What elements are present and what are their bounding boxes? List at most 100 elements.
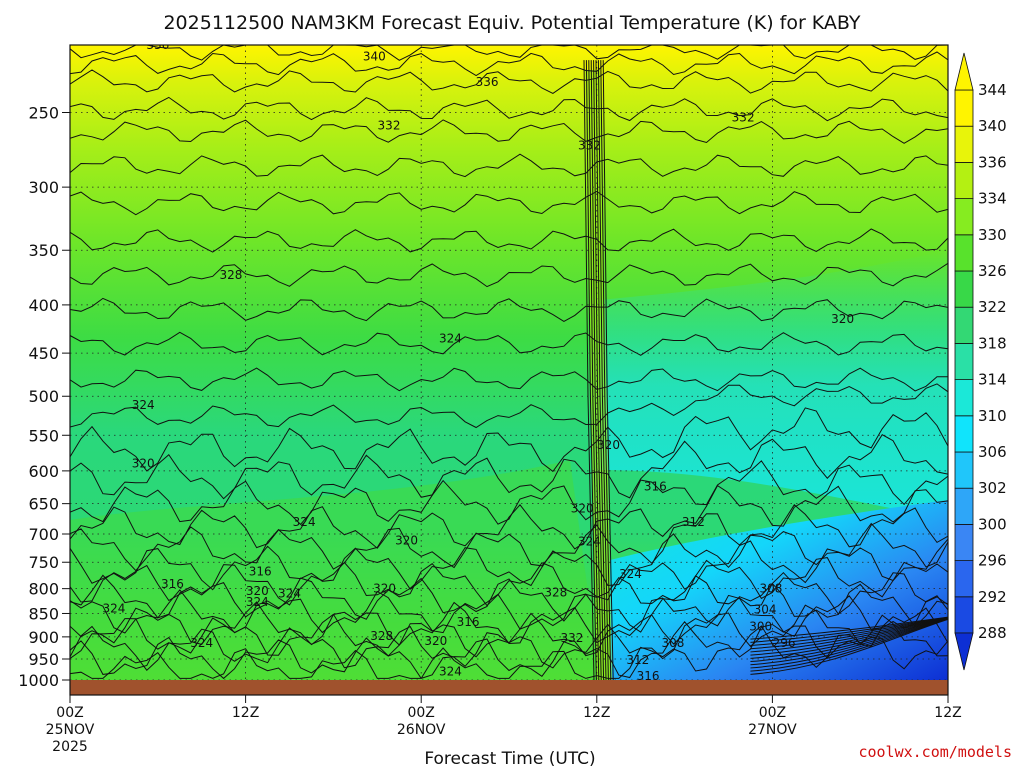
y-tick-label: 450 xyxy=(28,344,59,363)
y-tick-label: 950 xyxy=(28,650,59,669)
contour-label-text: 320 xyxy=(571,502,594,516)
contour-line xyxy=(70,367,948,392)
contour-label-text: 332 xyxy=(732,110,755,124)
colorbar-extend-high xyxy=(954,52,974,91)
contour-label: 324 xyxy=(578,535,601,549)
contour-line-cold xyxy=(750,618,948,666)
contour-line-cold xyxy=(750,617,948,650)
plot-frame xyxy=(69,44,949,696)
contour-label: 332 xyxy=(732,110,755,124)
colorbar-tick-label: 344 xyxy=(978,81,1007,99)
contour-label: 324 xyxy=(293,515,316,529)
contour-label: 320 xyxy=(424,634,447,648)
contour-line-front xyxy=(590,60,602,681)
contour-label: 320 xyxy=(132,456,155,470)
contour-label: 316 xyxy=(457,615,480,629)
contour-label: 328 xyxy=(220,268,243,282)
colorbar-extend-low xyxy=(954,632,974,671)
contour-label: 336 xyxy=(146,45,169,52)
y-tick-label: 250 xyxy=(28,103,59,122)
contour-line xyxy=(70,434,948,500)
credit-text: coolwx.com/models xyxy=(858,743,1012,761)
field-region-mid-cool xyxy=(600,250,948,520)
grid-lines xyxy=(70,45,948,681)
contour-line xyxy=(70,51,948,77)
contour-label-text: 316 xyxy=(637,669,660,683)
contour-label: 332 xyxy=(560,631,583,645)
contour-label-text: 324 xyxy=(439,664,462,678)
contour-label-text: 324 xyxy=(246,595,269,609)
contour-label: 332 xyxy=(378,118,401,132)
x-tick-label: 27NOV xyxy=(748,722,797,738)
contour-label: 304 xyxy=(754,603,777,617)
colorbar-tick-label: 306 xyxy=(978,443,1007,461)
x-tick-label: 12Z xyxy=(232,705,259,721)
contour-label-text: 324 xyxy=(293,515,316,529)
contour-label-text: 324 xyxy=(132,398,155,412)
contour-label-text: 320 xyxy=(246,584,269,598)
y-tick-label: 400 xyxy=(28,296,59,315)
contour-label-text: 308 xyxy=(661,636,684,650)
colorbar-tick-label: 310 xyxy=(978,407,1007,425)
colorbar-tick-label: 340 xyxy=(978,117,1007,135)
contour-label-text: 320 xyxy=(373,582,396,596)
contour-line xyxy=(70,582,948,646)
contour-line-front xyxy=(593,60,605,681)
contour-line xyxy=(70,604,948,671)
colorbar-tick-label: 292 xyxy=(978,588,1007,606)
contour-label-text: 316 xyxy=(644,479,667,493)
contour-label: 332 xyxy=(578,139,601,153)
contour-line xyxy=(70,297,948,322)
contour-label: 296 xyxy=(773,636,796,650)
colorbar-tick-label: 336 xyxy=(978,153,1007,171)
contour-label: 320 xyxy=(395,533,418,547)
contour-line-cold xyxy=(750,618,948,663)
contour-label: 320 xyxy=(597,438,620,452)
contour-line xyxy=(70,614,948,680)
contour-line-cold xyxy=(750,617,948,659)
contour-line-cold xyxy=(750,616,948,643)
x-axis-label: Forecast Time (UTC) xyxy=(424,749,595,768)
x-tick-label: 26NOV xyxy=(397,722,446,738)
plot-area: 3363403363323323323283243203243203203163… xyxy=(70,45,948,695)
y-tick-label: 800 xyxy=(28,580,59,599)
field-region-cold-low-levels xyxy=(610,500,948,680)
x-tick-label: 00Z xyxy=(56,705,83,721)
y-tick-label: 700 xyxy=(28,525,59,544)
colorbar-tick-label: 326 xyxy=(978,262,1007,280)
contour-line xyxy=(70,262,948,288)
contour-line xyxy=(70,96,948,122)
y-tick-label: 500 xyxy=(28,387,59,406)
colorbar-tick-label: 334 xyxy=(978,190,1007,208)
colorbar-swatch xyxy=(954,524,974,562)
contour-label-text: 312 xyxy=(682,515,705,529)
contour-label-text: 332 xyxy=(560,631,583,645)
x-tick-label: 12Z xyxy=(583,705,610,721)
contour-line xyxy=(70,407,948,473)
colorbar-tick-label: 288 xyxy=(978,624,1007,642)
y-tick-label: 1000 xyxy=(18,671,59,690)
colorbar-swatch xyxy=(954,487,974,525)
contour-line xyxy=(70,460,948,526)
ground-surface xyxy=(70,680,948,695)
contour-line xyxy=(70,69,948,94)
x-tick-label: 2025 xyxy=(52,739,88,755)
contour-label: 300 xyxy=(749,619,772,633)
contour-line xyxy=(70,153,948,178)
colorbar-tick-label: 314 xyxy=(978,371,1007,389)
x-tick-label: 25NOV xyxy=(46,722,95,738)
colorbar-swatch xyxy=(954,342,974,380)
contour-label: 324 xyxy=(619,567,642,581)
contour-line xyxy=(70,228,948,253)
contour-label: 340 xyxy=(363,49,386,63)
y-tick-label: 650 xyxy=(28,495,59,514)
contour-label-text: 328 xyxy=(220,268,243,282)
contour-label: 320 xyxy=(571,502,594,516)
contour-line xyxy=(70,571,948,634)
contour-label-text: 316 xyxy=(161,577,184,591)
colorbar-swatch xyxy=(954,415,974,453)
colorbar-tick-label: 318 xyxy=(978,334,1007,352)
contour-line xyxy=(70,45,948,61)
field-region-warm-low-levels-left xyxy=(70,460,600,680)
x-tick-label: 00Z xyxy=(407,705,434,721)
